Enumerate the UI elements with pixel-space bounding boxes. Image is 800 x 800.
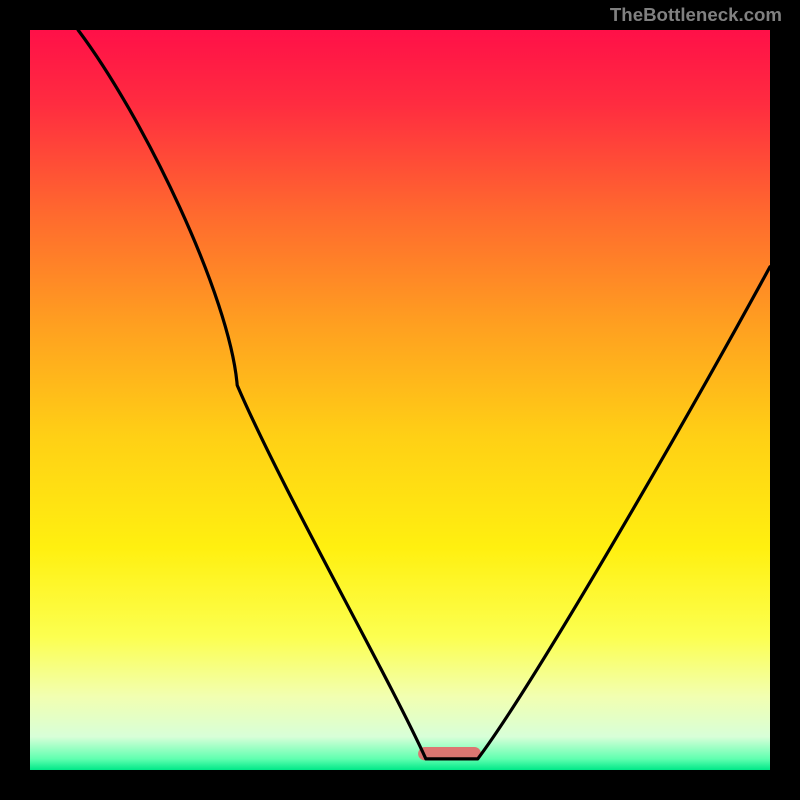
bottleneck-chart-svg [30,30,770,770]
gradient-background [30,30,770,770]
chart-frame: TheBottleneck.com [0,0,800,800]
plot-area [30,30,770,770]
attribution-text: TheBottleneck.com [610,4,782,26]
